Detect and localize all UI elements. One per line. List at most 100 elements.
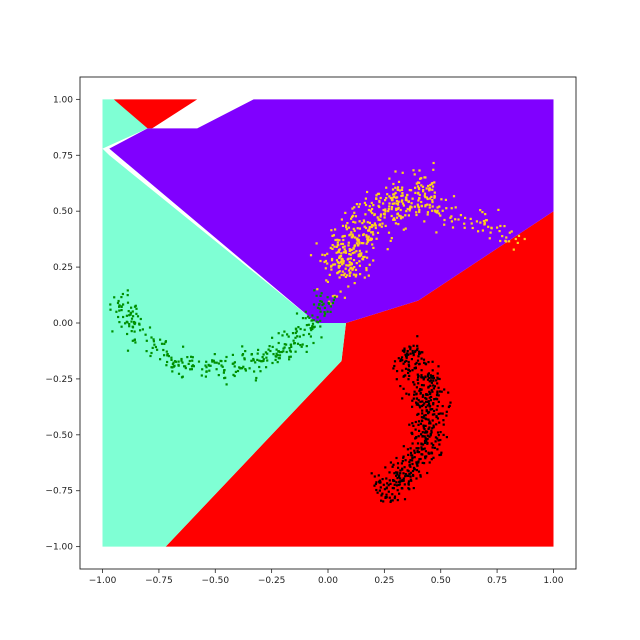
scatter-point <box>484 213 487 216</box>
scatter-point <box>182 345 185 348</box>
scatter-point <box>145 339 148 342</box>
scatter-point <box>330 268 333 271</box>
scatter-point <box>431 199 434 202</box>
scatter-point <box>398 189 401 192</box>
scatter-point <box>319 319 322 322</box>
scatter-point <box>445 436 448 439</box>
scatter-point <box>410 189 413 192</box>
scatter-point <box>341 242 345 245</box>
scatter-point <box>295 312 299 315</box>
scatter-point <box>410 454 413 457</box>
scatter-point <box>371 243 374 246</box>
scatter-point <box>417 374 420 378</box>
scatter-point <box>384 210 387 213</box>
scatter-point <box>348 253 351 256</box>
scatter-point <box>450 207 453 210</box>
scatter-point <box>423 414 426 417</box>
scatter-point <box>418 458 421 461</box>
scatter-point <box>396 212 399 215</box>
scatter-point <box>211 359 214 362</box>
scatter-point <box>437 400 440 403</box>
scatter-point <box>332 299 335 302</box>
scatter-point <box>324 267 327 270</box>
scatter-point <box>200 374 203 377</box>
scatter-point <box>400 200 403 203</box>
scatter-point <box>362 242 365 245</box>
scatter-point <box>396 188 399 191</box>
scatter-point <box>347 264 350 267</box>
scatter-point <box>403 360 407 363</box>
scatter-point <box>322 302 325 305</box>
scatter-point <box>398 492 401 495</box>
scatter-point <box>205 366 208 369</box>
scatter-point <box>395 216 399 219</box>
scatter-point <box>117 315 120 319</box>
scatter-point <box>233 374 236 378</box>
scatter-point <box>426 441 429 445</box>
scatter-point <box>367 208 370 212</box>
scatter-point <box>408 189 411 192</box>
scatter-point <box>413 456 416 459</box>
x-axis: −1.00 −0.75 −0.50 −0.25 0.00 0.25 0.50 0.75 1.00 <box>89 569 564 586</box>
scatter-point <box>427 385 430 388</box>
scatter-point <box>410 431 414 434</box>
scatter-point <box>288 349 292 352</box>
scatter-point <box>323 306 326 309</box>
scatter-point <box>294 327 297 330</box>
scatter-point <box>436 206 439 209</box>
scatter-point <box>309 327 312 330</box>
scatter-point <box>290 345 293 348</box>
scatter-point <box>436 382 439 385</box>
scatter-point <box>281 334 284 337</box>
scatter-point <box>376 491 379 494</box>
scatter-point <box>438 443 441 446</box>
scatter-point <box>433 446 436 449</box>
scatter-point <box>209 364 212 367</box>
scatter-point <box>374 224 377 227</box>
scatter-point <box>166 353 169 356</box>
scatter-point <box>254 361 257 364</box>
scatter-point <box>407 200 410 203</box>
scatter-point <box>381 478 384 481</box>
scatter-point <box>397 475 401 479</box>
scatter-point <box>323 314 326 317</box>
scatter-point <box>308 332 311 336</box>
scatter-point <box>431 185 435 188</box>
scatter-point <box>338 255 341 258</box>
scatter-point <box>282 350 285 353</box>
scatter-point <box>130 330 133 333</box>
scatter-point <box>357 253 360 256</box>
scatter-point <box>435 423 438 426</box>
scatter-point <box>416 359 420 362</box>
scatter-point <box>399 358 402 361</box>
scatter-point <box>138 323 141 326</box>
scatter-point <box>416 450 419 454</box>
scatter-point <box>337 250 340 253</box>
scatter-point <box>360 252 363 255</box>
scatter-point <box>508 240 511 243</box>
scatter-point <box>365 242 368 245</box>
scatter-point <box>118 321 121 324</box>
scatter-point <box>378 201 381 204</box>
decision-regions <box>102 99 554 547</box>
scatter-point <box>323 260 326 264</box>
scatter-point <box>402 204 405 207</box>
scatter-point <box>360 253 363 257</box>
scatter-point <box>338 239 341 242</box>
scatter-point <box>144 333 147 336</box>
scatter-point <box>409 459 412 462</box>
scatter-point <box>428 197 432 200</box>
scatter-point <box>432 426 435 429</box>
scatter-point <box>369 210 372 213</box>
scatter-point <box>424 431 427 434</box>
scatter-point <box>367 229 370 232</box>
x-tick-label: 0.25 <box>374 576 394 586</box>
scatter-point <box>426 197 429 201</box>
scatter-point <box>367 274 370 277</box>
scatter-point <box>404 473 407 476</box>
scatter-point <box>186 356 189 359</box>
scatter-point <box>232 373 235 376</box>
scatter-point <box>397 483 400 487</box>
scatter-point <box>311 314 314 317</box>
